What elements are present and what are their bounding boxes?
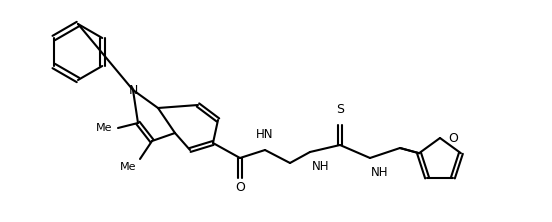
Text: Me: Me bbox=[119, 162, 136, 172]
Text: NH: NH bbox=[371, 166, 389, 179]
Text: S: S bbox=[336, 103, 344, 116]
Text: N: N bbox=[128, 83, 137, 97]
Text: O: O bbox=[235, 180, 245, 194]
Text: O: O bbox=[448, 131, 458, 145]
Text: HN: HN bbox=[256, 128, 274, 141]
Text: Me: Me bbox=[95, 123, 112, 133]
Text: NH: NH bbox=[312, 160, 330, 173]
